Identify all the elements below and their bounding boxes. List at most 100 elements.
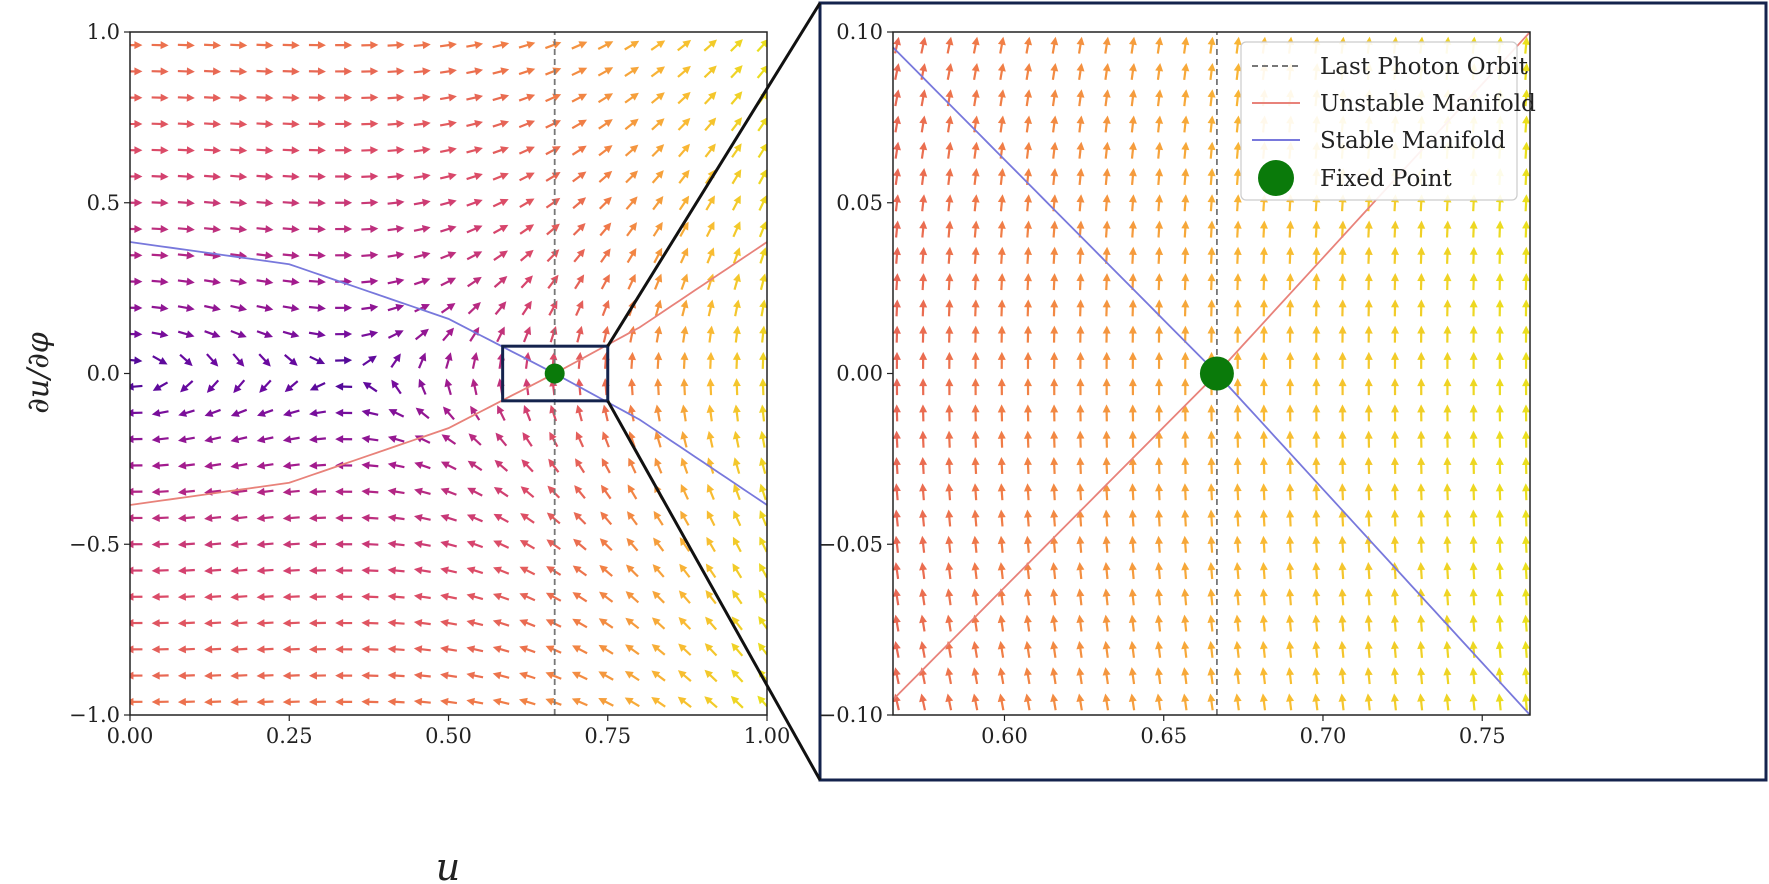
quiver-arrow — [308, 119, 326, 128]
quiver-arrow — [152, 381, 169, 391]
quiver-arrow — [1207, 115, 1216, 133]
quiver-arrow — [548, 458, 560, 473]
quiver-arrow — [361, 93, 379, 102]
quiver-arrow — [466, 146, 483, 154]
quiver-arrow — [1390, 614, 1399, 632]
quiver-arrow — [1233, 588, 1242, 606]
quiver-arrow — [441, 434, 457, 445]
legend-label-fixed-point: Fixed Point — [1320, 166, 1452, 192]
quiver-arrow — [1024, 325, 1033, 343]
quiver-arrow — [230, 514, 248, 523]
quiver-arrow — [519, 592, 536, 602]
quiver-arrow — [893, 378, 901, 396]
quiver-arrow — [1286, 273, 1295, 291]
quiver-arrow — [971, 667, 980, 685]
quiver-arrow — [997, 509, 1006, 527]
quiver-arrow — [335, 67, 353, 76]
quiver-arrow — [130, 225, 143, 234]
quiver-arrow — [893, 141, 901, 159]
quiver-arrow — [230, 67, 248, 76]
y-tick-label: 0.00 — [836, 362, 883, 386]
quiver-arrow — [1050, 535, 1059, 553]
quiver-arrow — [130, 330, 143, 339]
quiver-arrow — [518, 41, 536, 49]
quiver-arrow — [1181, 378, 1190, 396]
quiver-arrow — [439, 67, 457, 76]
quiver-arrow — [1155, 535, 1164, 553]
quiver-arrow — [494, 301, 507, 316]
quiver-arrow — [545, 619, 562, 628]
quiver-arrow — [1417, 614, 1426, 632]
inset-frame — [818, 1, 1768, 782]
zoom-box — [501, 344, 610, 403]
quiver-arrow — [919, 63, 928, 80]
quiver-arrow — [1181, 588, 1190, 606]
quiver-arrow — [997, 588, 1006, 606]
quiver-arrow — [758, 589, 767, 605]
quiver-arrow — [387, 224, 405, 233]
quiver-arrow — [1024, 351, 1033, 369]
quiver-arrow — [1050, 299, 1059, 317]
quiver-arrow — [1522, 62, 1530, 80]
quiver-arrow — [151, 461, 169, 470]
quiver-arrow — [705, 590, 717, 605]
quiver-arrow — [945, 640, 954, 658]
quiver-arrow — [650, 40, 666, 51]
quiver-arrow — [1102, 141, 1111, 159]
quiver-arrow — [1259, 509, 1268, 527]
fixed-point-marker — [544, 363, 565, 384]
quiver-arrow — [1522, 456, 1530, 474]
quiver-arrow — [1469, 246, 1478, 264]
quiver-arrow — [1050, 63, 1059, 80]
quiver-arrow — [625, 644, 640, 656]
quiver-arrow — [1233, 483, 1242, 501]
quiver-arrow — [470, 378, 479, 396]
quiver-arrow — [1128, 404, 1137, 422]
quiver-arrow — [282, 592, 300, 601]
quiver-arrow — [1390, 430, 1399, 448]
quiver-arrow — [130, 592, 143, 601]
quiver-arrow — [653, 273, 663, 290]
quiver-arrow — [130, 356, 143, 365]
quiver-arrow — [997, 220, 1006, 238]
quiver-arrow — [151, 198, 169, 207]
quiver-arrow — [1155, 246, 1164, 264]
quiver-arrow — [1050, 246, 1059, 264]
quiver-arrow — [971, 36, 980, 54]
quiver-arrow — [1259, 273, 1268, 291]
quiver-arrow — [232, 353, 245, 367]
quiver-arrow — [1417, 535, 1426, 553]
quiver-arrow — [256, 172, 274, 181]
quiver-arrow — [1390, 378, 1399, 396]
quiver-arrow — [361, 487, 379, 496]
quiver-arrow — [204, 619, 222, 628]
quiver-arrow — [492, 619, 510, 627]
quiver-arrow — [703, 65, 717, 79]
quiver-arrow — [945, 246, 954, 264]
quiver-arrow — [413, 592, 431, 601]
quiver-arrow — [206, 379, 220, 393]
quiver-arrow — [919, 115, 928, 133]
quiver-arrow — [1522, 194, 1530, 212]
quiver-arrow — [971, 220, 980, 238]
quiver-arrow — [601, 299, 610, 317]
quiver-arrow — [282, 671, 300, 680]
quiver-arrow — [1076, 115, 1085, 133]
quiver-arrow — [361, 251, 379, 260]
quiver-arrow — [256, 330, 274, 339]
quiver-arrow — [549, 431, 559, 448]
quiver-arrow — [1102, 220, 1111, 238]
quiver-arrow — [282, 146, 300, 155]
quiver-arrow — [282, 645, 300, 654]
quiver-arrow — [598, 119, 613, 130]
quiver-arrow — [598, 697, 614, 707]
quiver-arrow — [919, 535, 928, 553]
quiver-arrow — [282, 93, 300, 102]
quiver-arrow — [731, 642, 744, 657]
quiver-arrow — [759, 510, 767, 527]
quiver-arrow — [1259, 535, 1268, 553]
quiver-arrow — [1312, 404, 1321, 422]
quiver-arrow — [361, 146, 379, 155]
quiver-arrow — [1364, 246, 1373, 264]
quiver-arrow — [1312, 351, 1321, 369]
